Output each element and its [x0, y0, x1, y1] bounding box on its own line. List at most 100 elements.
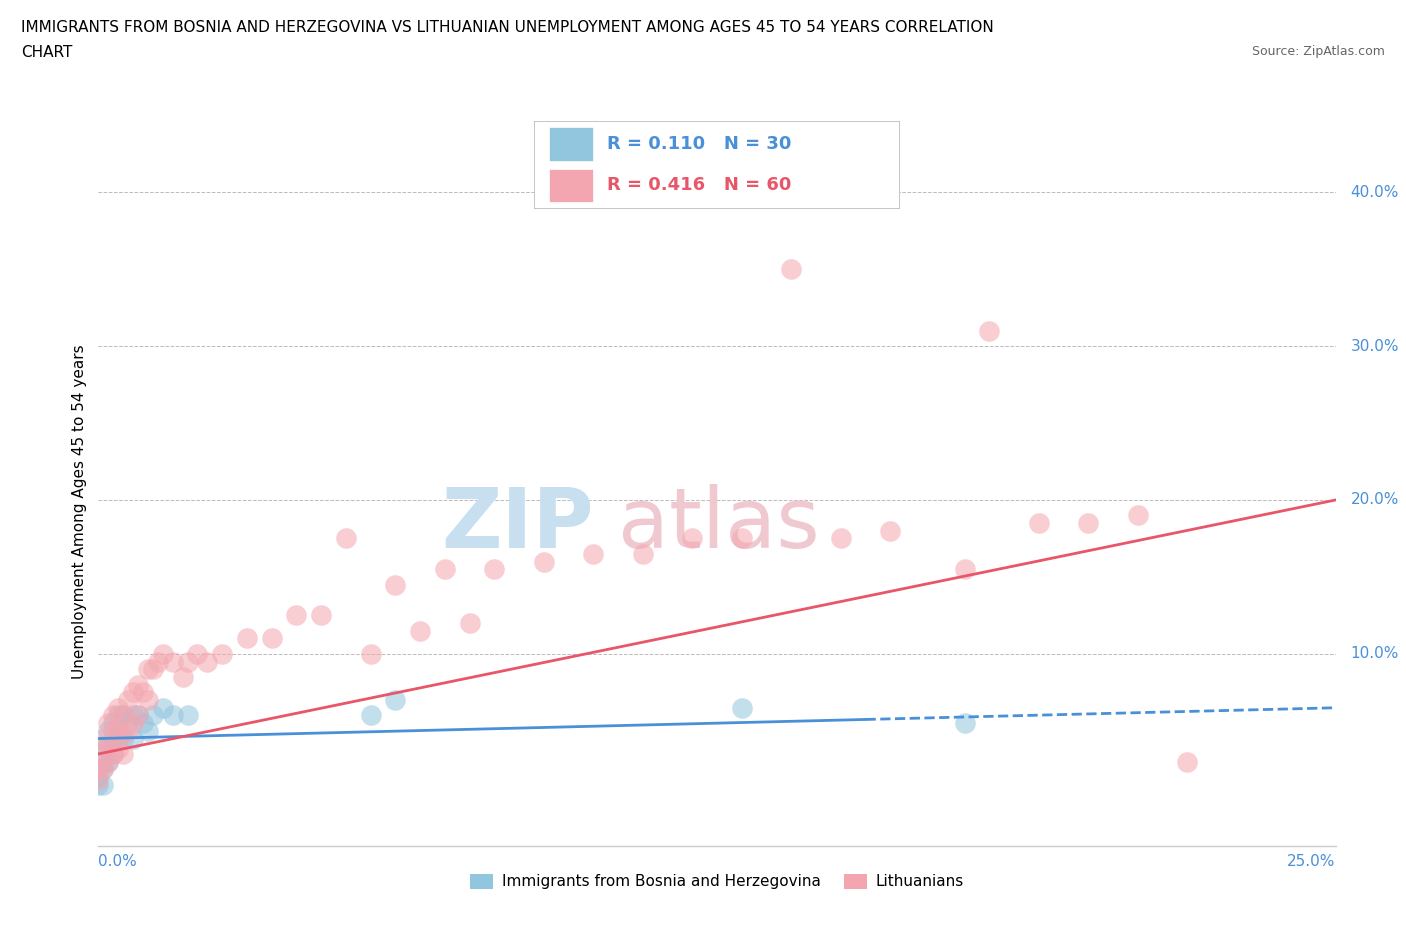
- Legend: Immigrants from Bosnia and Herzegovina, Lithuanians: Immigrants from Bosnia and Herzegovina, …: [464, 868, 970, 896]
- Point: [103, 731, 125, 746]
- Point: [87, 770, 110, 785]
- Point: [87, 777, 110, 792]
- Point: [1028, 515, 1050, 530]
- Point: [162, 708, 184, 723]
- Point: [1175, 754, 1198, 769]
- Point: [107, 708, 129, 723]
- Point: [146, 654, 169, 669]
- Point: [309, 608, 332, 623]
- Point: [582, 547, 605, 562]
- Point: [360, 646, 382, 661]
- Point: [122, 716, 145, 731]
- Point: [112, 726, 135, 741]
- Point: [97, 754, 120, 769]
- Point: [731, 531, 754, 546]
- Point: [176, 708, 198, 723]
- Point: [93, 731, 115, 746]
- Point: [93, 738, 115, 753]
- Point: [112, 708, 135, 723]
- Text: IMMIGRANTS FROM BOSNIA AND HERZEGOVINA VS LITHUANIAN UNEMPLOYMENT AMONG AGES 45 : IMMIGRANTS FROM BOSNIA AND HERZEGOVINA V…: [21, 20, 994, 35]
- Point: [132, 684, 155, 699]
- Point: [127, 677, 149, 692]
- Point: [211, 646, 233, 661]
- Text: 25.0%: 25.0%: [1288, 854, 1336, 869]
- Point: [285, 608, 308, 623]
- Point: [136, 662, 159, 677]
- Point: [780, 261, 803, 276]
- Point: [103, 747, 125, 762]
- Text: 40.0%: 40.0%: [1351, 184, 1399, 200]
- Text: 10.0%: 10.0%: [1351, 646, 1399, 661]
- Point: [107, 724, 129, 738]
- Point: [117, 693, 139, 708]
- Text: ZIP: ZIP: [441, 485, 593, 565]
- Point: [384, 578, 406, 592]
- Point: [112, 747, 135, 762]
- Point: [360, 708, 382, 723]
- Point: [142, 708, 165, 723]
- Point: [93, 762, 115, 777]
- Point: [112, 731, 135, 746]
- Point: [152, 646, 174, 661]
- Point: [830, 531, 852, 546]
- Text: R = 0.110   N = 30: R = 0.110 N = 30: [607, 135, 792, 153]
- Point: [107, 731, 129, 746]
- Point: [335, 531, 357, 546]
- Point: [93, 747, 115, 762]
- Point: [142, 662, 165, 677]
- Point: [1126, 508, 1149, 523]
- Point: [1077, 515, 1099, 530]
- Point: [103, 724, 125, 738]
- Point: [97, 738, 120, 753]
- Point: [136, 693, 159, 708]
- Point: [484, 562, 506, 577]
- Point: [186, 646, 208, 661]
- Point: [97, 724, 120, 738]
- Point: [879, 524, 901, 538]
- Point: [631, 547, 654, 562]
- Point: [117, 716, 139, 731]
- FancyBboxPatch shape: [534, 121, 900, 209]
- Point: [87, 762, 110, 777]
- Point: [458, 616, 481, 631]
- Point: [236, 631, 259, 646]
- Point: [533, 554, 555, 569]
- Point: [152, 700, 174, 715]
- Text: atlas: atlas: [619, 485, 820, 565]
- Point: [112, 708, 135, 723]
- Bar: [548, 168, 593, 202]
- Point: [93, 777, 115, 792]
- Point: [953, 562, 976, 577]
- Point: [195, 654, 218, 669]
- Point: [136, 724, 159, 738]
- Text: CHART: CHART: [21, 45, 73, 60]
- Point: [979, 324, 1001, 339]
- Point: [122, 708, 145, 723]
- Point: [93, 762, 115, 777]
- Point: [103, 708, 125, 723]
- Point: [681, 531, 703, 546]
- Point: [731, 700, 754, 715]
- Point: [122, 731, 145, 746]
- Point: [107, 700, 129, 715]
- Point: [87, 773, 110, 788]
- Point: [97, 754, 120, 769]
- Point: [97, 716, 120, 731]
- Text: 0.0%: 0.0%: [98, 854, 138, 869]
- Point: [97, 738, 120, 753]
- Point: [176, 654, 198, 669]
- Point: [127, 708, 149, 723]
- Point: [433, 562, 456, 577]
- Point: [953, 716, 976, 731]
- Text: R = 0.416   N = 60: R = 0.416 N = 60: [607, 177, 792, 194]
- Point: [117, 724, 139, 738]
- Point: [122, 684, 145, 699]
- Point: [260, 631, 283, 646]
- Bar: [548, 127, 593, 161]
- Point: [162, 654, 184, 669]
- Point: [132, 716, 155, 731]
- Y-axis label: Unemployment Among Ages 45 to 54 years: Unemployment Among Ages 45 to 54 years: [72, 344, 87, 679]
- Point: [384, 693, 406, 708]
- Text: 20.0%: 20.0%: [1351, 493, 1399, 508]
- Point: [103, 716, 125, 731]
